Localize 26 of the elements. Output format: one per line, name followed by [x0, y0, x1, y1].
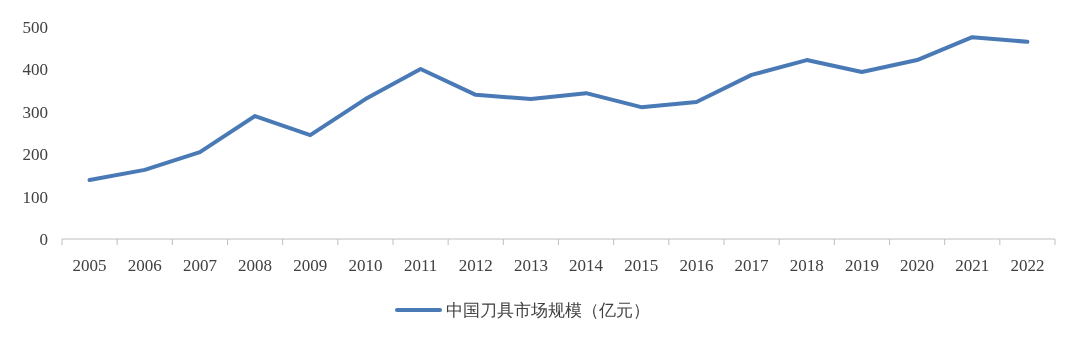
y-tick-label: 0 — [39, 230, 48, 249]
x-tick-label: 2021 — [955, 256, 990, 275]
legend-label: 中国刀具市场规模（亿元） — [446, 301, 650, 320]
x-tick-label: 2005 — [72, 256, 107, 275]
x-tick-label: 2016 — [679, 256, 714, 275]
x-tick-label: 2006 — [127, 256, 162, 275]
x-tick-label: 2019 — [844, 256, 879, 275]
x-tick-label: 2020 — [900, 256, 935, 275]
x-tick-label: 2007 — [182, 256, 218, 275]
x-tick-label: 2012 — [458, 256, 493, 275]
y-tick-label: 400 — [22, 60, 48, 80]
x-tick-label: 2013 — [513, 256, 548, 275]
line-series — [87, 35, 1030, 183]
y-tick-label: 200 — [22, 145, 48, 165]
x-tick-label: 2022 — [1010, 256, 1045, 275]
y-tick-label: 300 — [22, 102, 48, 122]
x-tick-label: 2017 — [734, 256, 770, 275]
x-tick-label: 2014 — [569, 256, 604, 275]
x-tick-label: 2010 — [348, 256, 383, 275]
x-tick-label: 2009 — [293, 256, 328, 275]
x-tick-label: 2011 — [403, 256, 438, 275]
x-tick-label: 2018 — [789, 256, 824, 275]
y-tick-label: 500 — [22, 18, 48, 37]
y-tick-label: 100 — [22, 187, 48, 207]
x-tick-label: 2008 — [238, 256, 273, 275]
x-tick-label: 2015 — [624, 256, 659, 275]
